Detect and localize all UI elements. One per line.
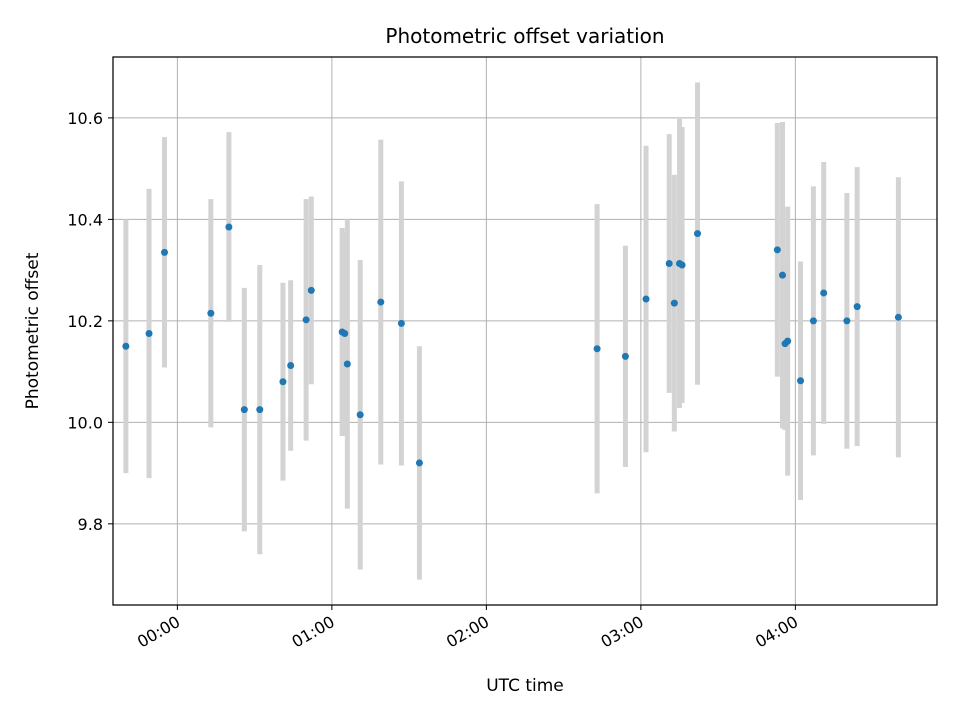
data-point bbox=[397, 319, 405, 327]
data-point bbox=[665, 260, 673, 268]
y-tick-label: 9.8 bbox=[78, 515, 103, 534]
x-tick-label: 03:00 bbox=[597, 612, 646, 652]
error-bars bbox=[123, 82, 901, 580]
data-point bbox=[773, 246, 781, 254]
y-tick-label: 10.4 bbox=[67, 210, 103, 229]
x-tick-label: 01:00 bbox=[288, 612, 337, 652]
data-point bbox=[809, 317, 817, 325]
y-axis-label: Photometric offset bbox=[23, 252, 43, 409]
data-point bbox=[302, 316, 310, 324]
x-axis-label: UTC time bbox=[486, 676, 564, 696]
data-point bbox=[642, 295, 650, 303]
data-point bbox=[621, 352, 629, 360]
data-point bbox=[415, 459, 423, 467]
y-tick-label: 10.0 bbox=[67, 413, 103, 432]
data-points bbox=[122, 223, 902, 467]
plot-frame bbox=[112, 56, 938, 606]
grid bbox=[113, 57, 937, 605]
data-point bbox=[279, 378, 287, 386]
data-point bbox=[343, 360, 351, 368]
x-tick-label: 04:00 bbox=[752, 612, 801, 652]
data-point bbox=[225, 223, 233, 231]
data-point bbox=[784, 337, 792, 345]
data-point bbox=[678, 261, 686, 269]
x-tick-label: 02:00 bbox=[443, 612, 492, 652]
data-point bbox=[207, 309, 215, 317]
data-point bbox=[161, 248, 168, 256]
data-point bbox=[145, 330, 153, 338]
y-tick-label: 10.6 bbox=[67, 109, 103, 128]
data-point bbox=[779, 271, 786, 279]
data-point bbox=[694, 230, 702, 238]
data-point bbox=[593, 345, 601, 353]
data-point bbox=[256, 406, 264, 414]
data-point bbox=[670, 299, 678, 307]
chart-title: Photometric offset variation bbox=[385, 24, 664, 48]
data-point bbox=[240, 406, 248, 414]
data-point bbox=[843, 317, 851, 325]
x-tick-label: 00:00 bbox=[134, 612, 183, 652]
data-point bbox=[307, 286, 315, 294]
data-point bbox=[820, 289, 828, 297]
data-point bbox=[287, 362, 295, 370]
data-point bbox=[356, 411, 364, 419]
data-point bbox=[894, 313, 902, 321]
y-tick-label: 10.2 bbox=[67, 312, 103, 331]
data-point bbox=[377, 298, 385, 306]
data-point bbox=[122, 342, 130, 350]
data-point bbox=[341, 330, 349, 338]
data-point bbox=[853, 303, 861, 311]
data-point bbox=[797, 377, 805, 385]
